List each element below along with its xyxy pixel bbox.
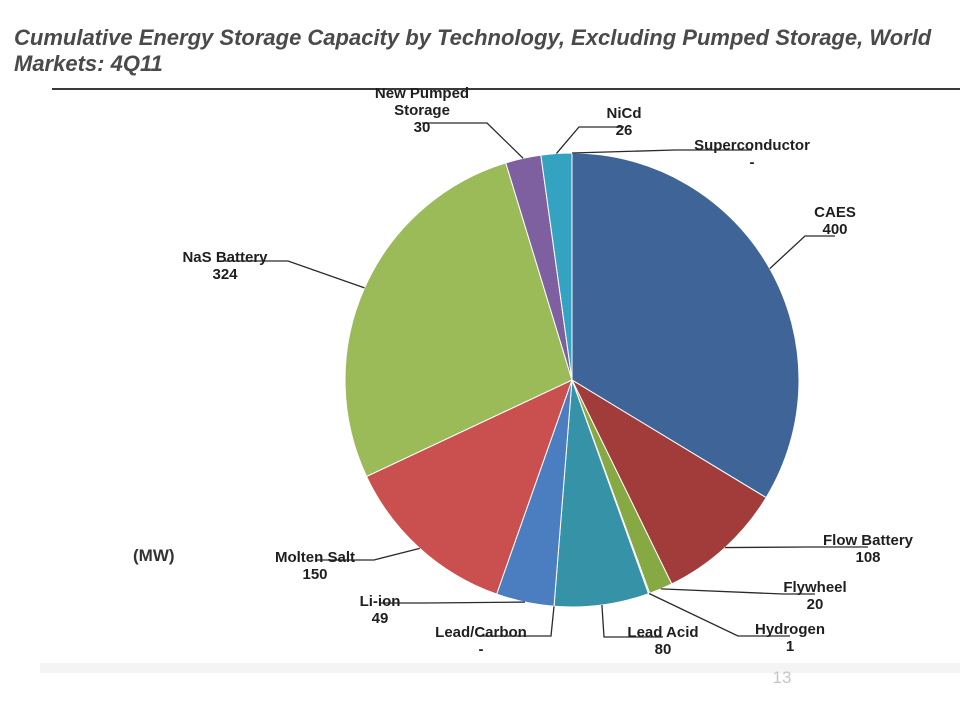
unit-label: (MW) — [133, 546, 175, 565]
label-lead-acid: Lead Acid 80 — [627, 624, 698, 658]
label-nicd: NiCd 26 — [607, 105, 642, 139]
leader-line-hydrogen — [648, 592, 790, 637]
slice-molten-salt — [365, 379, 573, 595]
leader-line-molten-salt — [315, 547, 420, 561]
label-nas-battery: NaS Battery 324 — [182, 249, 268, 283]
label-lead-carbon: Lead/Carbon - — [435, 624, 527, 658]
slice-labels: CAES 400 Flow Battery 108 Flywheel 20 Hydrogen… — [182, 85, 913, 658]
label-flywheel: Flywheel 20 — [783, 579, 846, 613]
leader-line-superconductor — [571, 149, 752, 154]
footer-band — [40, 663, 960, 673]
slice-nas-battery — [344, 162, 573, 478]
leader-line-nicd — [555, 126, 624, 154]
leader-line-nas-battery — [225, 260, 365, 289]
leader-line-caes — [769, 235, 835, 270]
label-superconductor: Superconductor - — [694, 137, 810, 171]
label-molten-salt: Molten Salt 150 — [275, 549, 355, 583]
label-hydrogen: Hydrogen 1 — [755, 621, 825, 655]
chart-title: Cumulative Energy Storage Capacity by Te… — [14, 25, 932, 76]
leader-line-flywheel — [660, 588, 815, 595]
title-divider — [52, 88, 960, 90]
slice-flow-battery — [570, 378, 767, 585]
label-new-pumped-storage: New Pumped Storage 30 — [375, 85, 469, 136]
leader-lines — [225, 122, 868, 638]
leader-line-new-pumped-storage — [422, 122, 524, 159]
slice-nicd — [540, 152, 573, 381]
pie-slices — [344, 152, 800, 608]
leader-line-flow-battery — [725, 546, 868, 549]
leader-line-lead-acid — [601, 604, 663, 638]
label-caes: CAES 400 — [814, 204, 856, 238]
label-li-ion: Li-ion 49 — [360, 593, 401, 627]
leader-line-lead-carbon — [481, 606, 555, 637]
slice-caes — [571, 152, 800, 499]
page-number: 13 — [772, 668, 792, 687]
leader-line-li-ion — [380, 601, 525, 604]
label-flow-battery: Flow Battery 108 — [823, 532, 914, 566]
